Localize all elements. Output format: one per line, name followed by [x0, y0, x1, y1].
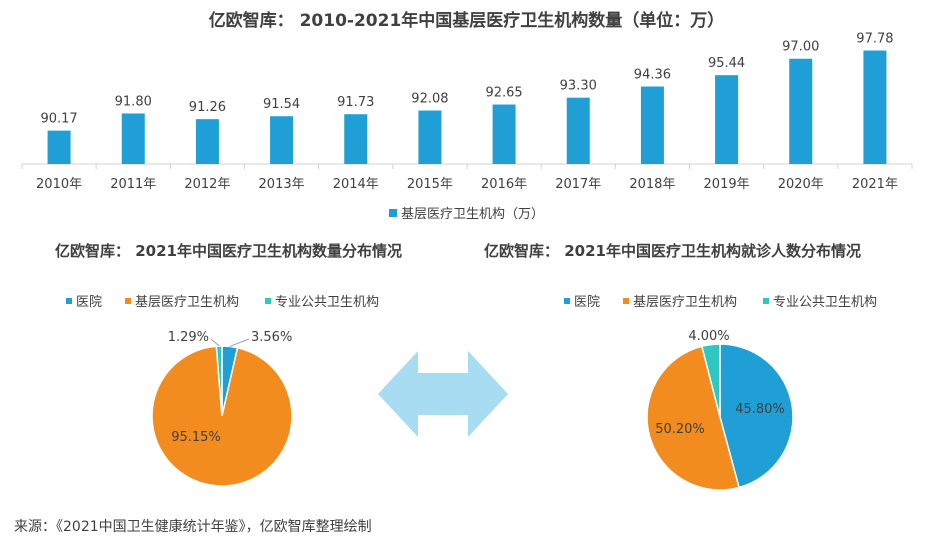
- x-tick-label: 2012年: [184, 177, 230, 192]
- pie-leader-line: [229, 338, 250, 347]
- bar-2019年: [715, 75, 739, 164]
- bar-value-label: 94.36: [634, 68, 671, 83]
- x-tick-label: 2011年: [110, 177, 156, 192]
- bar-2010年: [47, 130, 71, 164]
- bar-value-label: 91.54: [263, 97, 300, 112]
- legend-marker-2-1: [623, 298, 629, 304]
- bar-2012年: [195, 119, 219, 164]
- right-pie-title: 亿欧智库： 2021年中国医疗卫生机构就诊人数分布情况: [484, 242, 861, 260]
- bar-value-label: 90.17: [40, 112, 77, 127]
- pie-slice-1-基层医疗卫生机构: [151, 345, 293, 487]
- bar-value-label: 97.78: [856, 32, 893, 47]
- left-pie-title: 亿欧智库： 2021年中国医疗卫生机构数量分布情况: [55, 242, 402, 260]
- x-tick-label: 2018年: [629, 177, 675, 192]
- x-tick-label: 2021年: [852, 177, 898, 192]
- bar-chart-title: 亿欧智库： 2010-2021年中国基层医疗卫生机构数量（单位：万）: [208, 11, 725, 31]
- pie-value-label: 45.80%: [735, 402, 785, 417]
- bar-value-label: 92.08: [411, 92, 448, 107]
- pie-value-label: 4.00%: [688, 329, 729, 344]
- legend-label: 医院: [574, 295, 600, 310]
- bar-2013年: [270, 116, 294, 164]
- x-tick-label: 2016年: [481, 177, 527, 192]
- legend-marker-1-2: [265, 298, 271, 304]
- legend-label: 基层医疗卫生机构: [135, 295, 239, 310]
- legend-marker-2-0: [564, 298, 570, 304]
- bar-value-label: 91.26: [189, 100, 226, 115]
- bar-2016年: [492, 104, 516, 164]
- x-tick-label: 2019年: [704, 177, 750, 192]
- bar-2021年: [863, 50, 887, 164]
- bar-2011年: [121, 113, 145, 164]
- pie-leader-line: [210, 338, 220, 347]
- bar-2014年: [344, 114, 368, 164]
- legend-label: 专业公共卫生机构: [275, 295, 379, 310]
- x-tick-label: 2015年: [407, 177, 453, 192]
- bar-value-label: 92.65: [485, 86, 522, 101]
- legend-marker-bar: [389, 209, 397, 217]
- legend-marker-1-1: [125, 298, 131, 304]
- x-tick-label: 2020年: [778, 177, 824, 192]
- x-tick-label: 2014年: [333, 177, 379, 192]
- legend-label-bar: 基层医疗卫生机构（万）: [401, 207, 544, 222]
- bar-2017年: [566, 97, 590, 164]
- bar-value-label: 91.80: [115, 94, 152, 109]
- x-tick-label: 2017年: [555, 177, 601, 192]
- x-tick-label: 2010年: [36, 177, 82, 192]
- bar-value-label: 97.00: [782, 40, 819, 55]
- legend-marker-1-0: [66, 298, 72, 304]
- pie-value-label: 95.15%: [171, 430, 221, 445]
- pie-value-label: 3.56%: [251, 330, 292, 345]
- bar-value-label: 95.44: [708, 56, 745, 71]
- bar-2020年: [789, 58, 813, 164]
- x-tick-label: 2013年: [259, 177, 305, 192]
- legend-label: 医院: [76, 295, 102, 310]
- pie-slice-2-专业公共卫生机构: [700, 343, 721, 418]
- chart-canvas: 90.17 2010年 91.80 2011年 91.26 2012年 91.54 2013年…: [21, 32, 913, 491]
- source-note: 来源：《2021中国卫生健康统计年鉴》，亿欧智库整理绘制: [14, 519, 372, 535]
- bar-2018年: [640, 86, 664, 164]
- legend-marker-2-2: [763, 298, 769, 304]
- pie-slice-2-基层医疗卫生机构: [646, 345, 740, 491]
- bar-value-label: 93.30: [560, 79, 597, 94]
- pie-value-label: 50.20%: [655, 422, 705, 437]
- pie-slice-2-医院: [719, 343, 794, 489]
- legend-label: 基层医疗卫生机构: [633, 295, 737, 310]
- bar-value-label: 91.73: [337, 95, 374, 110]
- double-arrow-icon: [378, 351, 508, 437]
- bar-2015年: [418, 110, 442, 164]
- pie-value-label: 1.29%: [168, 330, 209, 345]
- legend-label: 专业公共卫生机构: [773, 295, 877, 310]
